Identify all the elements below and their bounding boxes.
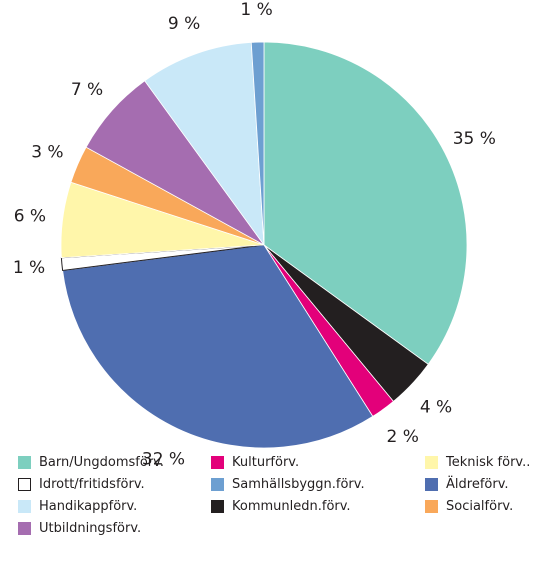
legend-item-kulturf-rv: Kulturförv. [211,455,299,470]
legend-label: Idrott/fritidsförv. [39,477,145,492]
legend-label: Utbildningsförv. [39,521,142,536]
legend-swatch [211,500,224,513]
pie-slice-barn-ungdomsf-rv [263,41,468,365]
legend-swatch [211,478,224,491]
legend-item-socialf-rv: Socialförv. [425,499,513,514]
legend-label: Kommunledn.förv. [232,499,351,514]
slice-label-samh-llsbyggn-f-rv: 1 % [240,0,272,20]
legend-label: Handikappförv. [39,499,138,514]
slice-label-handikappf-rv: 9 % [168,14,200,34]
legend-item-teknisk-f-rv: Teknisk förv.. [425,455,530,470]
pie-slice-handikappf-rv [144,41,265,247]
legend-label: Socialförv. [446,499,514,514]
slice-label-ldref-rv: 32 % [142,450,185,470]
slice-label-kommunledn-f-rv: 4 % [420,398,452,418]
legend-label: Teknisk förv.. [446,455,531,470]
legend-swatch [18,478,31,491]
legend-item-barn-ungdomsf-rv: Barn/Ungdomsförv. [18,455,164,470]
legend-label: Äldreförv. [446,477,509,492]
legend-item-kommunledn-f-rv: Kommunledn.förv. [211,499,351,514]
legend-swatch [425,456,438,469]
legend-item-ldref-rv: Äldreförv. [425,477,509,492]
pie-slice-ldref-rv [62,244,374,449]
legend-swatch [211,456,224,469]
slice-label-kulturf-rv: 2 % [387,427,419,447]
legend-item-idrott-fritidsf-rv: Idrott/fritidsförv. [18,477,145,492]
legend-item-utbildningsf-rv: Utbildningsförv. [18,521,141,536]
legend-item-samh-llsbyggn-f-rv: Samhällsbyggn.förv. [211,477,365,492]
legend-label: Kulturförv. [232,455,300,470]
legend-label: Samhällsbyggn.förv. [232,477,365,492]
legend-swatch [18,456,31,469]
legend-swatch [425,500,438,513]
pie-slices [60,41,468,449]
slice-label-utbildningsf-rv: 7 % [71,80,103,100]
pie-slice-samh-llsbyggn-f-rv [250,41,265,246]
legend-swatch [18,522,31,535]
slice-label-barn-ungdomsf-rv: 35 % [453,129,496,149]
slice-label-socialf-rv: 3 % [31,142,63,162]
slice-label-teknisk-f-rv: 6 % [14,206,46,226]
legend-item-handikappf-rv: Handikappförv. [18,499,137,514]
legend-label: Barn/Ungdomsförv. [39,455,164,470]
legend-swatch [18,500,31,513]
slice-labels: 35 % 4 %2 % 32 % 1 % 6 % 3 % 7 % 9 % 1 % [13,0,496,469]
slice-label-idrott-fritidsf-rv: 1 % [13,258,45,278]
legend-swatch [425,478,438,491]
